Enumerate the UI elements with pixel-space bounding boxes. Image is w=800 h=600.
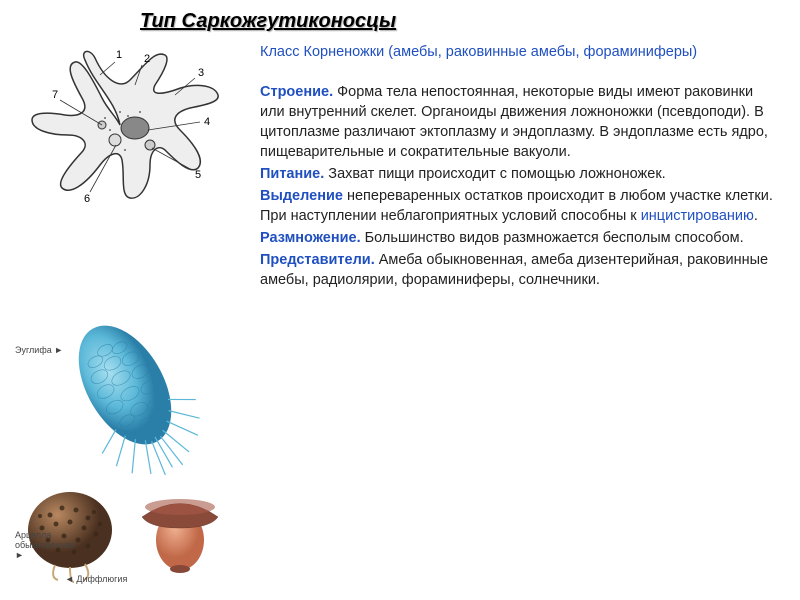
reproduction-text: Большинство видов размножается бесполым …	[361, 230, 744, 246]
main-text: Класс Корненожки (амебы, раковинные амеб…	[260, 42, 780, 292]
excretion-label: Выделение	[260, 188, 343, 204]
lower-illustrations: Эуглифа ► Арцелла обыкновенная ► ◄ Диффл…	[15, 300, 245, 590]
reps-label: Представители.	[260, 252, 375, 268]
excretion-text-post: .	[754, 208, 758, 224]
svg-text:6: 6	[84, 193, 90, 205]
svg-text:4: 4	[204, 116, 210, 128]
structure-label: Строение.	[260, 84, 333, 100]
svg-text:7: 7	[52, 89, 58, 101]
nutrition-text: Захват пищи происходит с помощью ложноно…	[324, 166, 665, 182]
arcella-label: Арцелла обыкновенная ►	[15, 530, 85, 560]
amoeba-diagram: 1 2 3 4 5 6 7	[20, 40, 230, 210]
class-heading: Класс Корненожки (амебы, раковинные амеб…	[260, 44, 697, 60]
euglifa-label: Эуглифа ►	[15, 345, 63, 355]
structure-text: Форма тела непостоянная, некоторые виды …	[260, 84, 768, 160]
encyst-term: инцистированию	[641, 208, 754, 224]
svg-text:5: 5	[195, 169, 201, 181]
svg-text:1: 1	[116, 49, 122, 61]
nutrition-label: Питание.	[260, 166, 324, 182]
reproduction-label: Размножение.	[260, 230, 361, 246]
difflugia-label: ◄ Диффлюгия	[65, 574, 127, 584]
page-title: Тип Саркожгутиконосцы	[140, 10, 396, 33]
svg-text:3: 3	[198, 67, 204, 79]
svg-text:2: 2	[144, 53, 150, 65]
